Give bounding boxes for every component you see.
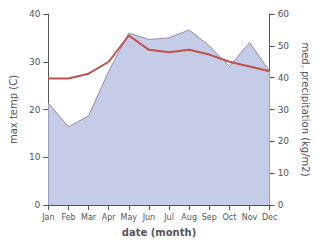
- svg-text:max temp (C): max temp (C): [8, 75, 19, 144]
- svg-text:Dec: Dec: [262, 213, 277, 222]
- svg-text:60: 60: [278, 9, 290, 19]
- svg-text:Jun: Jun: [142, 213, 156, 222]
- svg-text:0: 0: [278, 200, 284, 210]
- svg-text:Apr: Apr: [102, 213, 117, 222]
- svg-text:Jan: Jan: [41, 213, 54, 222]
- svg-text:30: 30: [278, 105, 290, 115]
- svg-text:0: 0: [35, 200, 41, 210]
- svg-text:May: May: [121, 213, 138, 222]
- svg-text:Aug: Aug: [181, 213, 197, 222]
- svg-text:Nov: Nov: [242, 213, 258, 222]
- svg-text:date (month): date (month): [122, 227, 196, 238]
- svg-text:20: 20: [278, 136, 290, 146]
- svg-text:Sep: Sep: [202, 213, 217, 222]
- svg-text:20: 20: [29, 105, 41, 115]
- svg-text:Jul: Jul: [163, 213, 174, 222]
- svg-text:50: 50: [278, 41, 290, 51]
- svg-text:40: 40: [278, 73, 290, 83]
- svg-text:30: 30: [29, 57, 41, 67]
- svg-text:40: 40: [29, 9, 41, 19]
- svg-text:Feb: Feb: [61, 213, 75, 222]
- svg-text:Mar: Mar: [81, 213, 97, 222]
- svg-text:med. precipitation (kg/m2): med. precipitation (kg/m2): [300, 42, 311, 176]
- svg-text:10: 10: [278, 168, 290, 178]
- svg-text:Oct: Oct: [222, 213, 236, 222]
- svg-text:10: 10: [29, 152, 41, 162]
